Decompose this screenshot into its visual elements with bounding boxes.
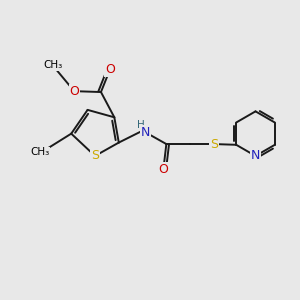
Text: S: S [210,138,218,151]
Text: O: O [69,85,79,98]
Text: H: H [137,120,145,130]
Text: O: O [158,163,168,176]
Text: S: S [91,149,99,162]
Text: CH₃: CH₃ [30,147,50,157]
Text: N: N [141,126,150,139]
Text: CH₃: CH₃ [44,60,63,70]
Text: O: O [105,63,115,76]
Text: N: N [251,149,260,162]
